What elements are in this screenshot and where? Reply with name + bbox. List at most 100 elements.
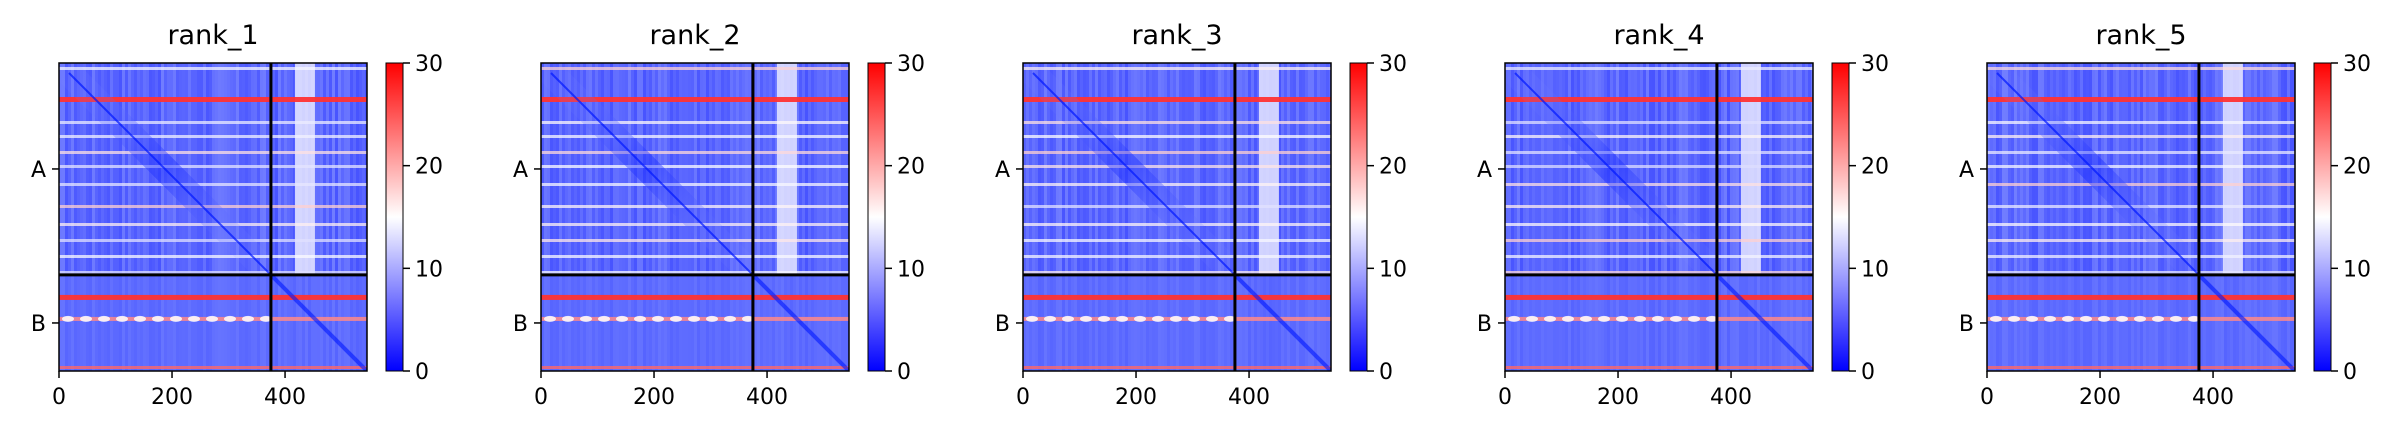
heatmap-dot <box>1080 315 1092 322</box>
heatmap-column <box>2104 63 2107 371</box>
heatmap-column <box>1553 63 1556 371</box>
heatmap-row <box>541 183 849 186</box>
heatmap-column <box>1056 63 1059 371</box>
heatmap-dot <box>242 315 254 322</box>
heatmap-column <box>2068 63 2071 371</box>
heatmap-column-band <box>1258 63 1279 275</box>
colorbar-tick-label: 20 <box>897 155 925 180</box>
heatmap-column <box>736 63 739 371</box>
heatmap-dot <box>2188 315 2200 322</box>
heatmap-column <box>580 63 583 371</box>
heatmap-column-band <box>2222 63 2243 275</box>
heatmap-column <box>83 63 86 371</box>
heatmap-column <box>275 63 278 371</box>
heatmap-column <box>757 63 760 371</box>
x-tick-label: 200 <box>1597 385 1639 410</box>
heatmap-column <box>2206 63 2209 371</box>
heatmap-row <box>541 255 849 258</box>
x-tick-label: 400 <box>1710 385 1752 410</box>
heatmap-column <box>808 63 811 371</box>
chart-title: rank_3 <box>1131 20 1222 51</box>
heatmap-dot <box>1990 315 2002 322</box>
heatmap-row <box>1505 135 1813 138</box>
heatmap-column <box>1622 63 1625 371</box>
heatmap-column <box>1703 63 1706 371</box>
colorbar-tick-label: 0 <box>1379 360 1393 385</box>
heatmap-column <box>2158 63 2161 371</box>
heatmap-column <box>1763 63 1766 371</box>
heatmap-column <box>844 63 847 371</box>
heatmap-column <box>799 63 802 371</box>
heatmap-column <box>1625 63 1628 371</box>
heatmap-column <box>359 63 362 371</box>
heatmap-dot <box>1026 315 1038 322</box>
heatmap-column <box>137 63 140 371</box>
heatmap-dot <box>2062 315 2074 322</box>
heatmap-column <box>2263 63 2266 371</box>
heatmap-column <box>2191 63 2194 371</box>
heatmap-column <box>323 63 326 371</box>
heatmap-column <box>1101 63 1104 371</box>
heatmap-column <box>2113 63 2116 371</box>
heatmap-dot <box>98 315 110 322</box>
heatmap-column <box>1610 63 1613 371</box>
colorbar-tick-label: 0 <box>415 360 429 385</box>
heatmap-column <box>1784 63 1787 371</box>
heatmap-column <box>2083 63 2086 371</box>
heatmap-column <box>2098 63 2101 371</box>
heatmap-dot <box>1134 315 1146 322</box>
heatmap-column <box>592 63 595 371</box>
heatmap-diagonal-core <box>1514 72 1718 276</box>
heatmap-dot <box>152 315 164 322</box>
heatmap-dot <box>616 315 628 322</box>
heatmap-column <box>2188 63 2191 371</box>
heatmap-row <box>59 67 367 70</box>
heatmap-column <box>317 63 320 371</box>
heatmap-column <box>1245 63 1248 371</box>
heatmap-column <box>1218 63 1221 371</box>
heatmap-column <box>1326 63 1329 371</box>
heatmap-column <box>2269 63 2272 371</box>
heatmap-column <box>775 63 778 371</box>
heatmap-column <box>2053 63 2056 371</box>
heatmap-dot <box>1652 315 1664 322</box>
heatmap-row <box>1023 67 1331 70</box>
heatmap-column <box>1038 63 1041 371</box>
heatmap-column <box>715 63 718 371</box>
heatmap-row <box>1023 271 1331 274</box>
heatmap-column <box>1592 63 1595 371</box>
heatmap-column <box>1559 63 1562 371</box>
x-tick-label: 0 <box>1016 385 1030 410</box>
heatmap-row <box>59 255 367 258</box>
heatmap-column <box>2089 63 2092 371</box>
heatmap-image <box>1505 63 1813 371</box>
heatmap-dot <box>598 315 610 322</box>
heatmap-column <box>2071 63 2074 371</box>
heatmap-column <box>2293 63 2295 371</box>
heatmap-row <box>1023 121 1331 124</box>
heatmap-column <box>829 63 832 371</box>
heatmap-column <box>2032 63 2035 371</box>
heatmap-dot <box>1206 315 1218 322</box>
x-tick-label: 200 <box>151 385 193 410</box>
heatmap-column <box>820 63 823 371</box>
heatmap-dot <box>688 315 700 322</box>
axes-frame <box>1022 62 1332 372</box>
heatmap-column <box>817 63 820 371</box>
heatmap-column <box>245 63 248 371</box>
heatmap-row <box>1023 183 1331 186</box>
x-tick-label: 400 <box>264 385 306 410</box>
heatmap-column <box>2212 63 2215 371</box>
heatmap-column <box>1086 63 1089 371</box>
heatmap-column <box>1074 63 1077 371</box>
heatmap-row <box>541 294 849 300</box>
heatmap-column <box>2038 63 2041 371</box>
heatmap-column <box>1143 63 1146 371</box>
heatmap-column <box>176 63 179 371</box>
heatmap-column <box>143 63 146 371</box>
heatmap-column <box>2017 63 2020 371</box>
heatmap-column <box>2200 63 2203 371</box>
heatmap-column <box>2056 63 2059 371</box>
heatmap-column <box>2161 63 2164 371</box>
heatmap-column <box>1526 63 1529 371</box>
